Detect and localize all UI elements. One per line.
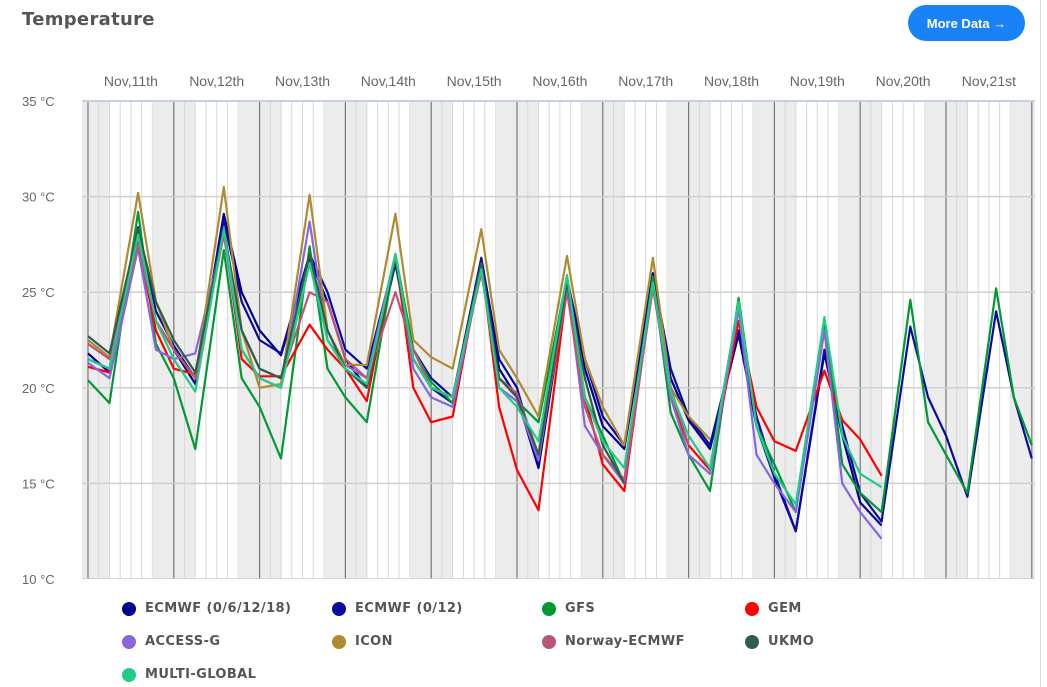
legend-dot-icon <box>332 634 346 649</box>
legend-item[interactable]: GEM <box>745 601 802 616</box>
legend-dot-icon <box>122 634 136 649</box>
legend-label: Norway-ECMWF <box>565 634 685 649</box>
night-shade <box>752 101 775 579</box>
night-shade <box>667 101 689 579</box>
night-shade <box>1010 101 1032 579</box>
legend-item[interactable]: ECMWF (0/12) <box>332 601 463 616</box>
x-tick-label: Nov,12th <box>189 73 244 89</box>
y-tick-label: 35 °C <box>22 94 55 109</box>
legend-dot-icon <box>745 601 759 616</box>
legend-label: ICON <box>355 634 393 649</box>
legend-dot-icon <box>542 634 556 649</box>
scrollbar-edge <box>1040 0 1041 687</box>
night-shade <box>152 101 174 579</box>
legend-dot-icon <box>745 634 759 649</box>
y-tick-label: 15 °C <box>22 476 55 491</box>
legend-label: GFS <box>565 601 596 616</box>
night-shade <box>495 101 517 579</box>
series-line-norway-ecmwf <box>87 233 690 481</box>
legend-dot-icon <box>122 667 136 682</box>
x-tick-label: Nov,19th <box>790 73 845 89</box>
legend-label: GEM <box>768 601 802 616</box>
x-tick-label: Nov,18th <box>704 73 759 89</box>
series-line-multi-global <box>87 228 883 506</box>
legend-item[interactable]: UKMO <box>745 634 814 649</box>
more-data-button[interactable]: More Data → <box>908 5 1025 41</box>
night-shade <box>238 101 260 579</box>
legend-item[interactable]: ACCESS-G <box>122 634 220 649</box>
night-shade <box>2 101 23 579</box>
x-tick-label: Nov,14th <box>361 73 416 89</box>
legend-dot-icon <box>542 601 556 616</box>
legend-dot-icon <box>332 601 346 616</box>
legend-item[interactable]: ICON <box>332 634 393 649</box>
legend-dot-icon <box>122 601 136 616</box>
night-shade <box>1031 101 1035 579</box>
x-tick-label: Nov,16th <box>532 73 587 89</box>
x-tick-label: Nov,21st <box>962 73 1016 89</box>
x-tick-label: Nov,15th <box>447 73 502 89</box>
night-shade <box>323 101 346 579</box>
legend-item[interactable]: GFS <box>542 601 595 616</box>
series-line-ukmo <box>87 228 626 484</box>
night-shade <box>82 101 88 579</box>
x-tick-label: Nov,20th <box>876 73 931 89</box>
legend-item[interactable]: ECMWF (0/6/12/18) <box>122 601 291 616</box>
x-tick-label: Nov,13th <box>275 73 330 89</box>
night-shade <box>838 101 861 579</box>
legend-item[interactable]: MULTI-GLOBAL <box>122 667 256 682</box>
x-tick-label: Nov,17th <box>618 73 673 89</box>
y-tick-label: 10 °C <box>22 572 55 587</box>
legend-label: UKMO <box>768 634 815 649</box>
night-shade <box>409 101 432 579</box>
legend-label: ACCESS-G <box>145 634 221 649</box>
night-shade <box>581 101 603 579</box>
x-tick-label: Nov,11th <box>104 73 158 89</box>
plot-area: Nov,11th Nov,12th Nov,13th Nov,14th Nov,15th… <box>0 73 1035 579</box>
y-tick-label: 30 °C <box>22 190 55 205</box>
legend-label: ECMWF (0/6/12/18) <box>145 601 292 616</box>
y-tick-label: 25 °C <box>22 285 55 300</box>
night-shade <box>0 101 2 579</box>
night-shade <box>924 101 946 579</box>
legend-item[interactable]: Norway-ECMWF <box>542 634 685 649</box>
y-tick-label: 20 °C <box>22 381 55 396</box>
panel-title: Temperature <box>22 9 155 30</box>
legend-label: MULTI-GLOBAL <box>145 667 257 682</box>
legend-label: ECMWF (0/12) <box>355 601 463 616</box>
